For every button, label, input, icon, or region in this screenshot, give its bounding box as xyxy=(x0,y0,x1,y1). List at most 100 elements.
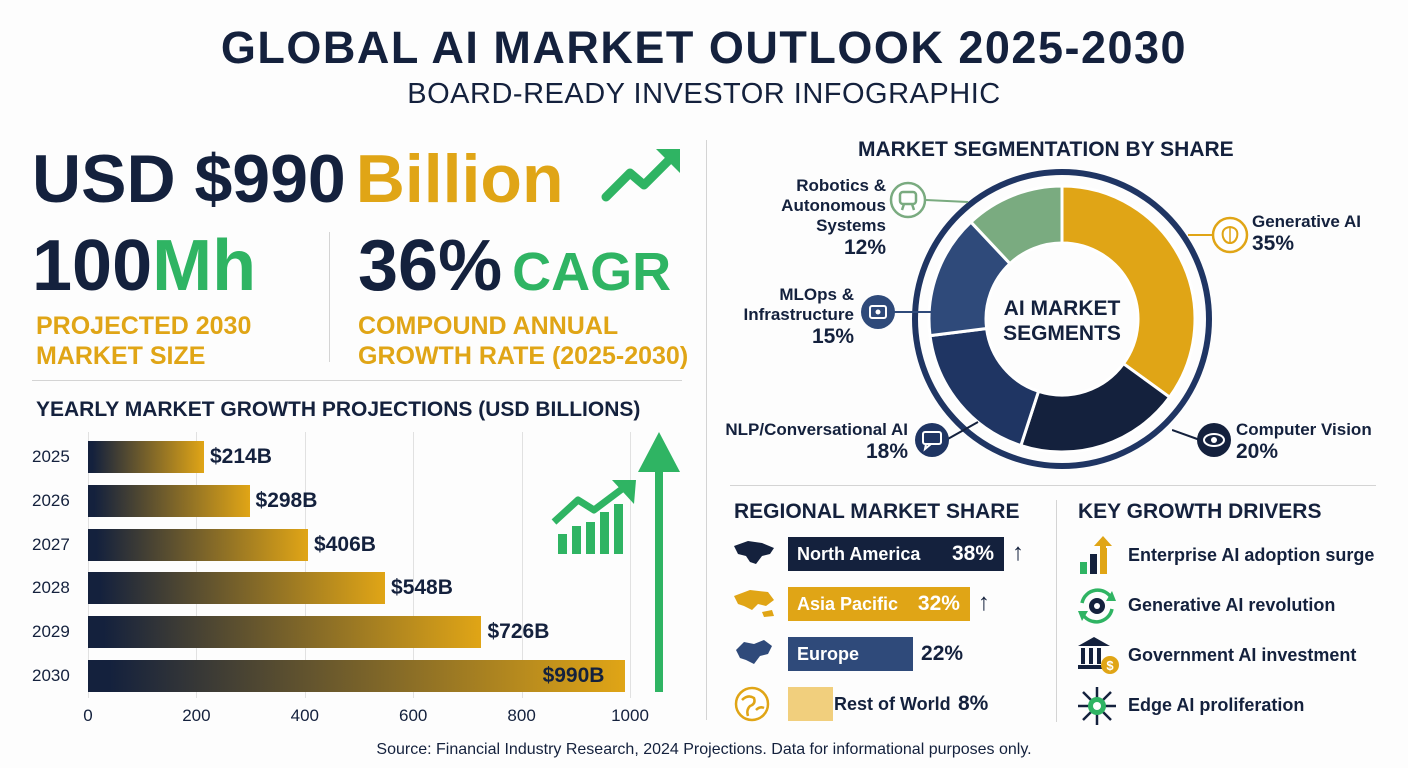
x-tick-label: 200 xyxy=(182,706,211,725)
robot-icon xyxy=(889,181,969,219)
right-bottom-divider xyxy=(1056,500,1057,722)
segment-nlp: NLP/Conversational AI 18% xyxy=(712,420,908,464)
bar-value-label: $214B xyxy=(209,445,272,468)
drivers-title: KEY GROWTH DRIVERS xyxy=(1078,500,1322,523)
kpi-cagr: 36% CAGR xyxy=(358,225,671,307)
region-value: 38% xyxy=(952,542,995,565)
segment-robotics: Robotics & Autonomous Systems 12% xyxy=(760,176,886,260)
segment-mlops: MLOps & Infrastructure 15% xyxy=(720,285,854,349)
donut-outer-ring xyxy=(912,169,1212,469)
year-label: 2027 xyxy=(32,534,70,554)
kpi-cagr-unit: CAGR xyxy=(512,242,672,302)
region-value: 22% xyxy=(921,642,964,665)
kpi-mh-caption-line2: MARKET SIZE xyxy=(36,342,206,370)
trend-up-icon: ↑ xyxy=(1012,539,1024,566)
segment-robotics-label-1: Robotics & xyxy=(796,176,886,195)
segmentation-donut xyxy=(912,169,1212,469)
north-america-map-icon xyxy=(734,541,774,564)
region-bar xyxy=(788,687,834,721)
kpi-market-value: USD $990 xyxy=(32,141,346,217)
year-bar xyxy=(88,572,386,605)
year-label: 2028 xyxy=(32,578,70,598)
right-section-divider xyxy=(730,485,1376,486)
kpi-market-size: USD $990 Billion xyxy=(32,140,564,218)
segment-robotics-value: 12% xyxy=(843,236,886,259)
year-label: 2029 xyxy=(32,622,70,642)
segment-mlops-value: 15% xyxy=(811,325,854,348)
driver-government: Government AI investment xyxy=(1128,645,1357,665)
region-name: Europe xyxy=(797,644,860,664)
kpi-cagr-value: 36% xyxy=(358,226,503,306)
bank-dollar-icon: $ xyxy=(1078,637,1119,674)
segment-mlops-label-2: Infrastructure xyxy=(743,305,854,324)
segment-nlp-label: NLP/Conversational AI xyxy=(725,420,908,439)
segment-robotics-label-2: Autonomous xyxy=(781,196,886,215)
globe-icon xyxy=(734,686,770,722)
region-bar xyxy=(788,587,970,621)
x-tick-label: 400 xyxy=(290,706,319,725)
x-tick-label: 0 xyxy=(83,706,93,725)
trend-up-icon: ↑ xyxy=(977,589,990,616)
kpi-cagr-caption: COMPOUND ANNUAL GROWTH RATE (2025-2030) xyxy=(358,311,688,371)
brain-icon xyxy=(1188,216,1249,254)
europe-map-icon xyxy=(736,640,772,664)
kpi-mh-value: 100 xyxy=(32,226,153,306)
year-label: 2030 xyxy=(32,666,70,685)
year-bar xyxy=(88,484,250,517)
year-bar xyxy=(88,528,309,561)
center-divider xyxy=(706,140,707,720)
segment-generative-label: Generative AI xyxy=(1252,212,1361,231)
x-tick-label: 1000 xyxy=(611,706,649,725)
regional-title: REGIONAL MARKET SHARE xyxy=(734,500,1020,523)
chat-icon xyxy=(915,421,979,457)
asia-pacific-map-icon xyxy=(734,590,774,617)
x-tick-label: 600 xyxy=(399,706,428,725)
trend-up-arrow-icon xyxy=(601,149,680,202)
driver-enterprise: Enterprise AI adoption surge xyxy=(1128,545,1375,565)
segment-nlp-value: 18% xyxy=(865,440,908,463)
year-bar xyxy=(88,660,625,692)
network-icon xyxy=(861,295,942,329)
donut-slice xyxy=(1060,184,1197,400)
growth-bars-icon xyxy=(1080,536,1112,574)
big-growth-arrow-icon xyxy=(638,432,680,692)
x-gridline xyxy=(630,432,631,698)
segment-vision-value: 20% xyxy=(1236,440,1279,463)
segment-generative-value: 35% xyxy=(1252,232,1295,255)
bar-value-label: $726B xyxy=(487,620,550,644)
region-name: North America xyxy=(797,544,921,564)
bar-value-label: $406B xyxy=(314,532,376,556)
x-gridline xyxy=(521,432,523,698)
year-label: 2025 xyxy=(32,447,70,466)
donut-center-line2: SEGMENTS xyxy=(1003,322,1121,345)
driver-edge: Edge AI proliferation xyxy=(1128,695,1305,715)
year-bar xyxy=(88,616,482,649)
gear-cycle-icon xyxy=(1078,588,1116,624)
donut-center-label: AI MARKET SEGMENTS xyxy=(995,296,1129,346)
segment-vision: Computer Vision 20% xyxy=(1236,420,1372,464)
bar-value-label: $990B xyxy=(542,664,605,687)
regional-chart xyxy=(0,0,1,1)
driver-generative: Generative AI revolution xyxy=(1128,595,1336,615)
page-subtitle: BOARD-READY INVESTOR INFOGRAPHIC xyxy=(407,78,1001,110)
x-gridline xyxy=(196,432,198,698)
source-note: Source: Financial Industry Research, 202… xyxy=(376,741,1032,758)
kpi-cagr-caption-line1: COMPOUND ANNUAL xyxy=(358,312,619,340)
svg-text:$: $ xyxy=(1106,658,1114,673)
segmentation-title: MARKET SEGMENTATION BY SHARE xyxy=(858,138,1234,161)
kpi-cagr-caption-line2: GROWTH RATE (2025-2030) xyxy=(358,342,689,370)
left-section-divider xyxy=(32,380,682,381)
kpi-mh-unit: Mh xyxy=(152,226,257,306)
page-title: GLOBAL AI MARKET OUTLOOK 2025-2030 xyxy=(220,22,1188,73)
kpi-mh-caption-line1: PROJECTED 2030 xyxy=(36,312,252,340)
region-bar xyxy=(788,537,1004,571)
x-gridline xyxy=(304,432,306,698)
edge-network-icon xyxy=(1078,687,1116,725)
region-name: Asia Pacific xyxy=(797,594,899,614)
kpi-mh-caption: PROJECTED 2030 MARKET SIZE xyxy=(36,311,251,371)
region-value: 8% xyxy=(958,692,989,715)
region-bar xyxy=(788,637,914,671)
yearly-chart-title: YEARLY MARKET GROWTH PROJECTIONS (USD BI… xyxy=(36,398,641,421)
year-label: 2026 xyxy=(32,490,70,510)
x-gridline xyxy=(413,432,415,698)
